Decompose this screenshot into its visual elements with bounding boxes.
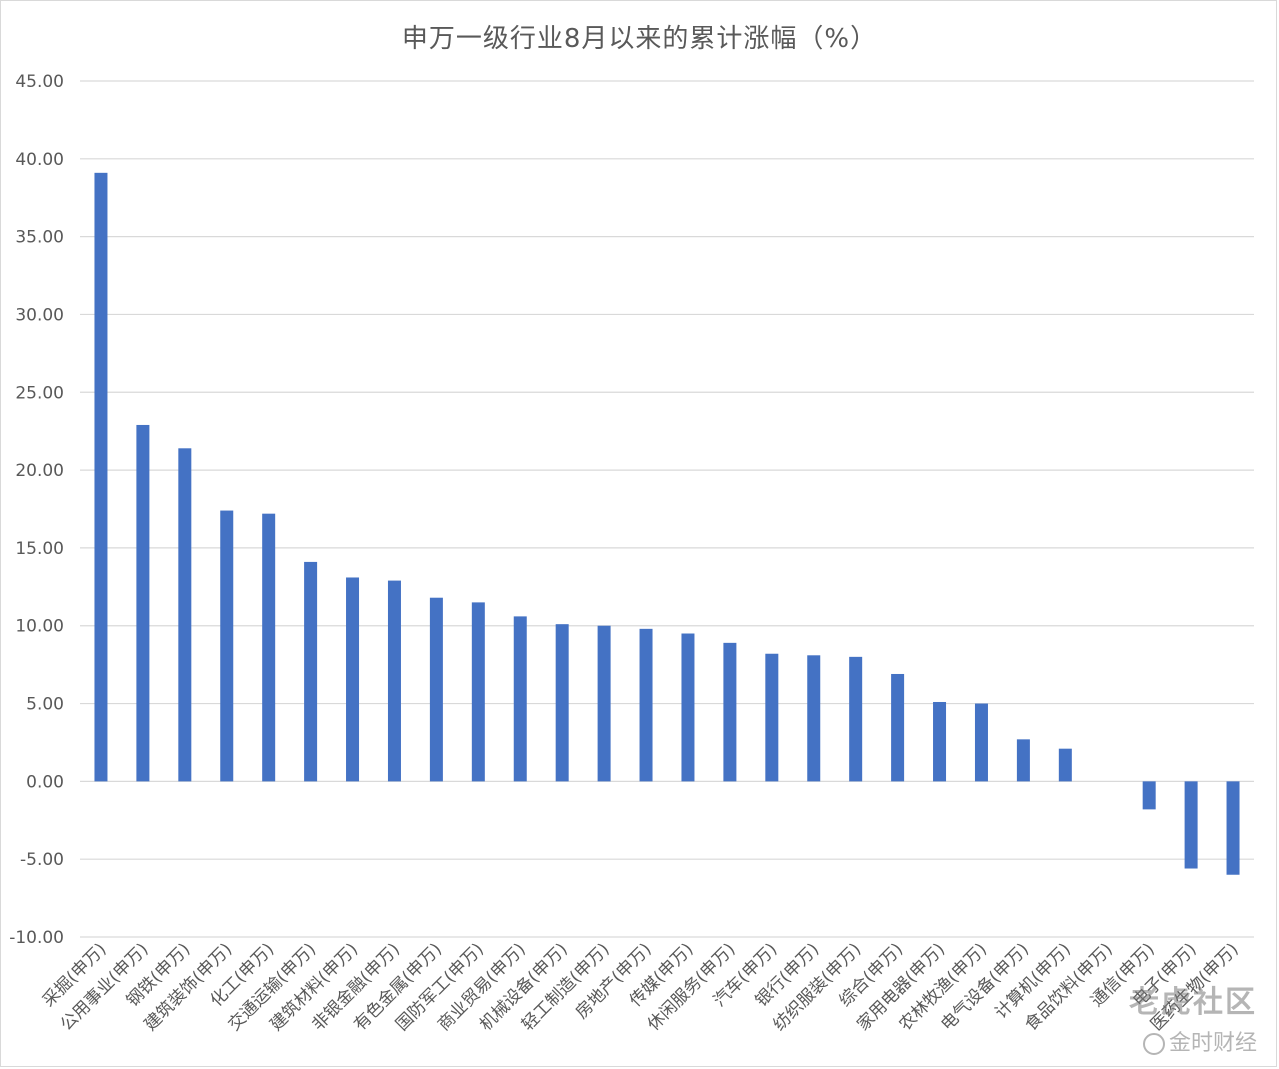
y-tick-label: 25.00 (15, 383, 64, 403)
y-tick-label: -5.00 (20, 850, 64, 870)
bar (891, 673, 905, 782)
y-tick-label: 5.00 (26, 695, 64, 715)
brand-logo-icon (1142, 1033, 1165, 1055)
bars-layer (94, 172, 1240, 875)
x-axis-category-labels: 采掘(申万)公用事业(申万)钢铁(申万)建筑装饰(申万)化工(申万)交通运输(申… (39, 939, 1243, 1035)
chart-title: 申万一级行业8月以来的累计涨幅（%） (401, 24, 878, 54)
bar (429, 597, 443, 782)
bar (723, 642, 737, 782)
bar (1016, 739, 1030, 782)
y-tick-label: 45.00 (15, 72, 64, 92)
bar (849, 656, 863, 782)
grid-layer (80, 80, 1254, 938)
bar (220, 510, 234, 782)
bar (513, 616, 527, 782)
bar (94, 172, 108, 782)
y-tick-label: 40.00 (15, 150, 64, 170)
watermark-brand-row: 金时财经 (1129, 1025, 1257, 1057)
bar (471, 602, 485, 782)
bar (765, 653, 779, 782)
bar (1142, 781, 1156, 810)
y-tick-label: 15.00 (15, 539, 64, 559)
bar (262, 513, 276, 782)
bar (597, 625, 611, 782)
bar (974, 703, 988, 782)
bar (555, 624, 569, 782)
bar (933, 701, 947, 782)
bar (346, 577, 360, 782)
bar (136, 424, 150, 782)
bar (681, 633, 695, 782)
watermark: 老虎社区 金时财经 (1129, 977, 1257, 1057)
watermark-community-text: 老虎社区 (1129, 985, 1257, 1020)
y-tick-label: 35.00 (15, 228, 64, 248)
y-tick-label: 30.00 (15, 305, 64, 325)
bar (387, 580, 401, 782)
bar (1226, 781, 1240, 875)
y-tick-label: -10.00 (9, 928, 64, 948)
y-tick-label: 10.00 (15, 617, 64, 637)
bar (304, 561, 318, 782)
y-tick-label: 20.00 (15, 461, 64, 481)
y-axis-tick-labels: 45.00 40.00 35.00 30.00 25.00 20.00 15.00 10.00… (9, 72, 64, 948)
watermark-brand-text: 金时财经 (1168, 1031, 1257, 1056)
bar (639, 628, 653, 782)
y-tick-label: 0.00 (26, 772, 64, 792)
bar (178, 448, 192, 782)
bar (1184, 781, 1198, 869)
bar (1058, 748, 1072, 782)
bar (807, 655, 821, 782)
